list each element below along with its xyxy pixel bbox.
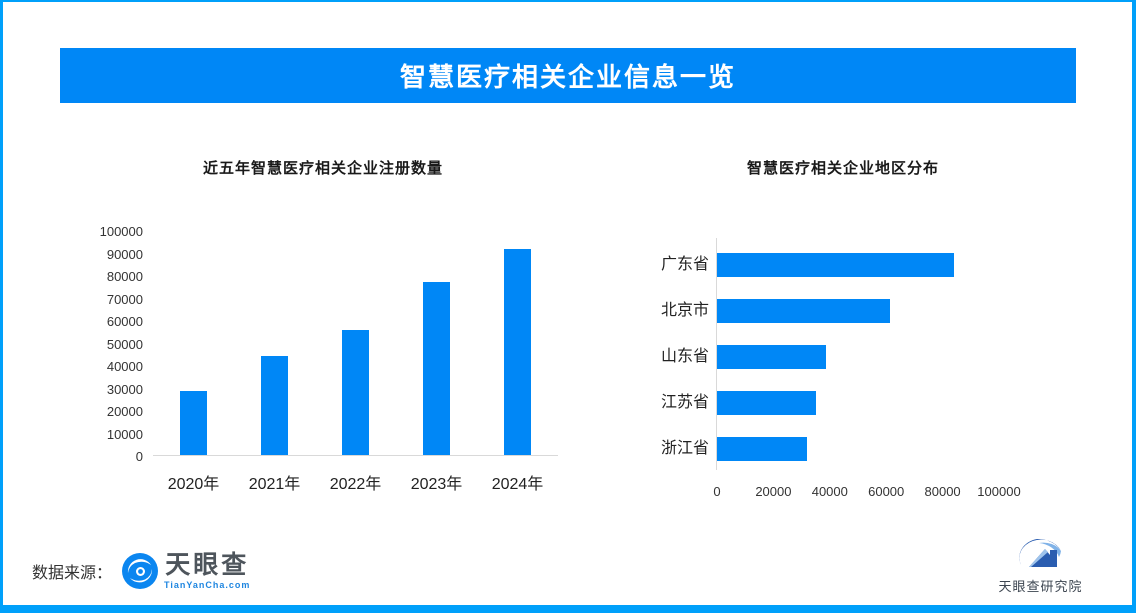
tianyancha-eye-icon [122,553,159,589]
y-tick-label: 100000 [99,224,143,239]
y-tick-label: 10000 [106,426,143,442]
x-tick-label: 100000 [977,484,1021,499]
x-tick-label: 40000 [811,484,848,499]
bar [342,330,369,455]
banner: 智慧医疗相关企业信息一览 [60,48,1076,103]
x-tick-label: 60000 [868,484,905,499]
institute-swirl-icon [1018,538,1061,567]
tianyancha-wordmark: 天眼查 TianYanCha.com [164,550,251,590]
bar [261,356,288,455]
y-tick-label: 30000 [106,381,143,397]
tianyancha-logo: 天眼查 TianYanCha.com [122,550,251,590]
data-source-row: 数据来源： 天眼查 TianYanCha.com [32,548,250,594]
page-title: 智慧医疗相关企业信息一览 [399,62,736,92]
y-tick-label: 50000 [106,336,143,352]
bar [717,299,891,323]
region-label: 山东省 [660,348,709,365]
plot-area [153,231,558,456]
y-tick-label: 90000 [106,246,143,262]
x-tick-label: 20000 [755,484,792,499]
x-category-label: 2022年 [329,476,382,493]
y-tick-label: 70000 [106,291,143,307]
y-tick-label: 0 [135,449,143,464]
institute-name: 天眼查研究院 [998,579,1083,594]
region-label: 江苏省 [660,394,709,411]
region-chart-title: 智慧医疗相关企业地区分布 [746,160,939,177]
y-tick-label: 20000 [106,404,143,419]
x-tick-label: 80000 [924,484,961,499]
x-tick-label: 0 [713,484,721,499]
region-bar-chart: 广东省北京市山东省江苏省浙江省 0 20000 40000 60000 80000 1000… [633,238,1103,508]
source-label: 数据来源： [32,565,113,582]
registration-bar-chart: 0 10000 20000 30000 40000 50000 60000 70000 8000… [88,224,578,501]
region-label: 浙江省 [660,440,709,457]
region-label: 广东省 [660,256,709,273]
y-axis: 0 10000 20000 30000 40000 50000 60000 70000 8000… [88,224,143,464]
registration-chart-title: 近五年智慧医疗相关企业注册数量 [202,160,443,177]
tianyancha-institute-logo: 天眼查研究院 [988,535,1093,595]
x-category-label: 2020年 [167,476,220,493]
bar [180,390,207,455]
y-axis-line [716,238,717,470]
bar [423,281,450,455]
x-category-label: 2021年 [248,476,301,493]
y-tick-label: 80000 [106,269,143,284]
bar [717,253,954,277]
y-tick-label: 60000 [106,314,143,329]
tianyancha-name: 天眼查 [165,550,250,579]
y-tick-label: 40000 [106,359,143,374]
x-category-label: 2023年 [410,476,463,493]
bar [717,437,808,461]
bar [717,391,816,415]
tianyancha-domain: TianYanCha.com [164,579,251,590]
bar [504,249,531,455]
bar [717,345,826,369]
region-label: 北京市 [660,302,709,319]
x-category-label: 2024年 [491,476,544,493]
